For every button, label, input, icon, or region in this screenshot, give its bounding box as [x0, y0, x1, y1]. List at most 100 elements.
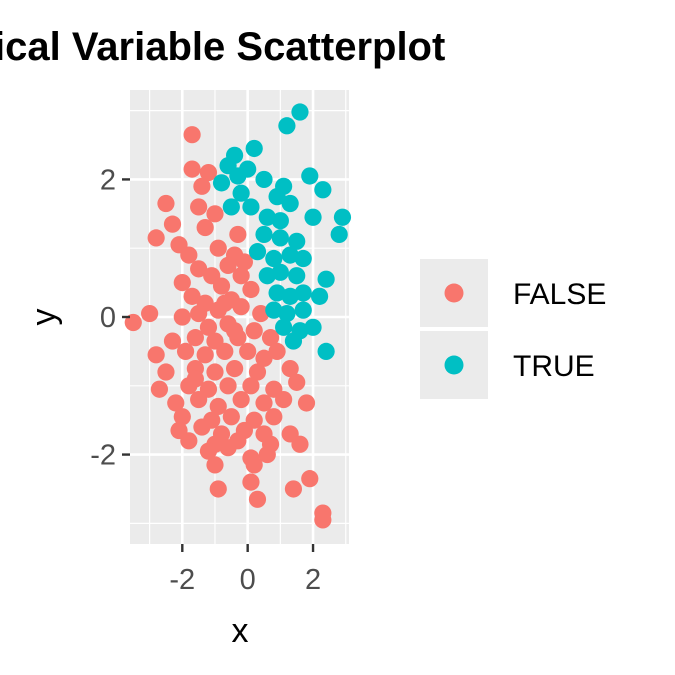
data-point-false — [261, 329, 280, 347]
data-point-true — [232, 184, 250, 202]
data-point-false — [229, 225, 247, 244]
data-point-true — [268, 284, 286, 302]
data-point-false — [190, 304, 208, 323]
data-point-false — [163, 332, 182, 350]
y-tick-label: 2 — [100, 164, 116, 196]
data-point-false — [252, 304, 270, 323]
data-point-true — [255, 225, 273, 244]
data-point-false — [193, 418, 211, 436]
y-axis-label: y — [25, 309, 63, 326]
data-point-false — [209, 239, 227, 257]
data-point-true — [229, 167, 247, 185]
data-point-false — [186, 329, 204, 347]
data-point-false — [275, 390, 293, 409]
data-point-false — [216, 342, 234, 360]
data-point-true — [275, 177, 293, 195]
data-point-false — [248, 363, 267, 381]
x-axis-label: x — [232, 612, 249, 650]
data-point-false — [163, 215, 182, 233]
data-point-false — [239, 342, 257, 360]
data-point-false — [265, 408, 283, 426]
data-point-true — [271, 263, 289, 281]
data-point-false — [258, 445, 276, 464]
data-point-false — [297, 394, 316, 412]
data-point-false — [212, 277, 231, 295]
data-point-false — [219, 256, 237, 275]
data-point-false — [157, 194, 175, 213]
data-point-true — [281, 287, 299, 305]
data-point-true — [258, 267, 276, 285]
y-tick-label: -2 — [90, 440, 116, 472]
data-point-true — [212, 174, 231, 192]
data-point-false — [186, 370, 204, 388]
data-point-false — [281, 359, 299, 378]
data-point-false — [209, 480, 227, 498]
data-point-false — [235, 253, 254, 271]
data-point-false — [232, 298, 250, 316]
data-point-false — [314, 511, 332, 529]
data-point-true — [294, 301, 312, 319]
data-point-false — [173, 274, 191, 292]
data-point-false — [242, 280, 260, 299]
data-point-false — [173, 408, 191, 426]
data-point-true — [245, 139, 263, 158]
data-point-false — [157, 363, 175, 381]
data-point-false — [141, 304, 159, 323]
data-point-false — [268, 342, 286, 360]
data-point-false — [232, 267, 250, 285]
data-point-false — [255, 349, 273, 367]
y-tick-label: 0 — [100, 302, 116, 334]
data-point-false — [190, 260, 208, 278]
data-point-false — [183, 160, 201, 178]
data-point-false — [206, 456, 224, 474]
data-point-true — [294, 284, 312, 302]
data-point-false — [193, 177, 211, 195]
data-point-false — [291, 435, 309, 453]
data-point-false — [124, 313, 142, 332]
data-point-false — [176, 342, 195, 360]
data-point-true — [222, 198, 240, 216]
data-point-true — [294, 249, 312, 268]
data-point-false — [173, 308, 191, 326]
data-point-false — [242, 377, 260, 395]
data-point-false — [284, 480, 303, 498]
data-point-true — [278, 304, 296, 323]
legend-label-true: TRUE — [513, 350, 595, 383]
data-point-true — [281, 194, 299, 213]
data-point-true — [317, 342, 335, 360]
data-point-true — [333, 208, 352, 226]
data-point-true — [271, 229, 289, 247]
data-point-true — [304, 318, 322, 336]
data-point-true — [310, 287, 329, 305]
legend-label-false: FALSE — [513, 278, 606, 311]
data-point-true — [288, 267, 306, 285]
data-point-true — [265, 249, 283, 268]
data-point-false — [222, 408, 240, 426]
data-point-false — [199, 163, 218, 182]
data-point-false — [216, 294, 234, 312]
data-point-false — [245, 456, 263, 474]
legend: FALSE TRUE — [420, 259, 606, 399]
data-point-false — [199, 442, 218, 460]
data-point-true — [317, 270, 335, 288]
data-point-false — [225, 359, 244, 378]
data-point-false — [147, 229, 165, 247]
data-point-false — [255, 394, 273, 412]
data-point-false — [219, 439, 237, 457]
x-tick-label: -2 — [169, 564, 195, 596]
data-point-true — [255, 170, 273, 189]
data-point-false — [209, 397, 227, 416]
data-point-false — [150, 380, 169, 398]
data-point-false — [167, 394, 185, 412]
data-point-false — [248, 490, 267, 508]
data-point-true — [281, 246, 299, 264]
data-point-false — [206, 363, 224, 381]
data-point-true — [288, 232, 306, 250]
data-point-false — [190, 390, 208, 409]
data-point-false — [225, 322, 244, 340]
legend-marker-false — [444, 283, 464, 303]
data-point-true — [314, 181, 332, 199]
data-point-false — [288, 373, 306, 391]
data-point-true — [242, 198, 260, 216]
